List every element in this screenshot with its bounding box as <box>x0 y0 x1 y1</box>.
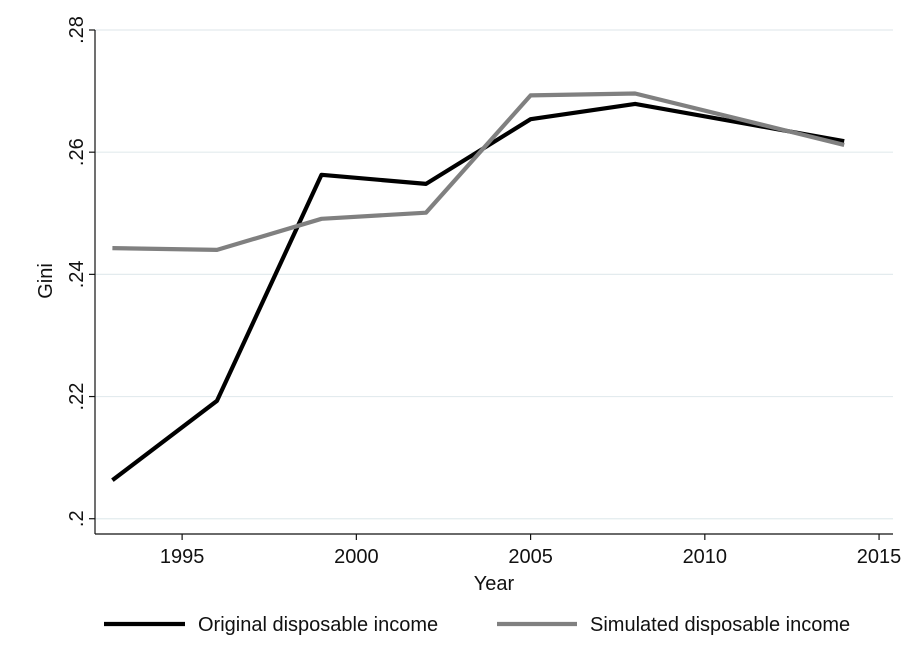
x-axis-title: Year <box>474 573 515 595</box>
x-tick-label-0: 1995 <box>160 546 205 568</box>
series-lines <box>111 91 845 482</box>
y-tick-label-2: .24 <box>66 260 88 288</box>
series-line-1 <box>112 91 845 252</box>
gridlines <box>95 29 893 520</box>
y-tick-label-1: .22 <box>66 383 88 411</box>
legend: Original disposable income Simulated disp… <box>104 614 850 636</box>
x-tick-label-4: 2015 <box>857 546 902 568</box>
series-line-0 <box>111 101 845 482</box>
legend-label-1: Simulated disposable income <box>590 614 850 636</box>
y-axis-title: Gini <box>35 263 57 299</box>
x-tick-label-2: 2005 <box>508 546 553 568</box>
legend-label-0: Original disposable income <box>198 614 438 636</box>
y-tick-label-0: .2 <box>66 510 88 527</box>
x-tick-label-3: 2010 <box>683 546 728 568</box>
y-tick-label-4: .28 <box>66 16 88 44</box>
y-tick-label-3: .26 <box>66 138 88 166</box>
x-tick-label-1: 2000 <box>334 546 379 568</box>
axes: .2 .22 .24 .26 .28 1995 2000 2005 2010 2015 <box>66 16 901 568</box>
